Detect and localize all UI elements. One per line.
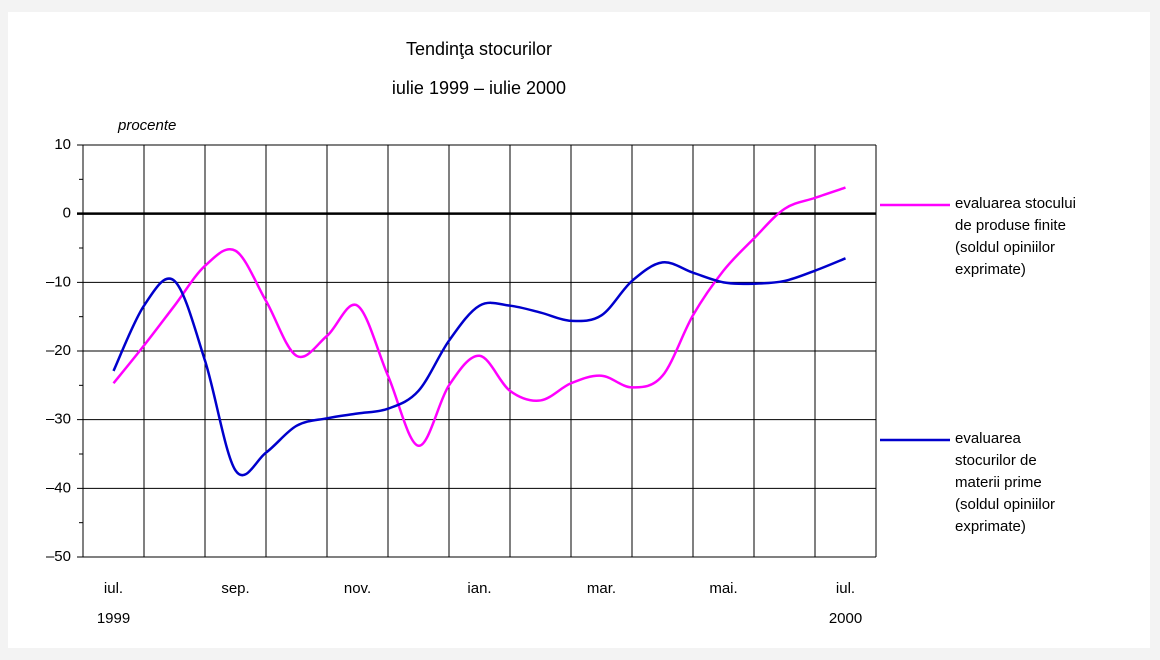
chart-subtitle: iulie 1999 – iulie 2000 xyxy=(392,78,566,98)
x-tick-label: sep. xyxy=(221,580,249,597)
y-tick-label: –30 xyxy=(46,411,71,428)
x-tick-label: iul. xyxy=(836,580,855,597)
x-tick-sublabel: 2000 xyxy=(829,610,862,627)
panel xyxy=(8,12,1150,648)
series-line xyxy=(112,257,846,477)
y-tick-label: –10 xyxy=(46,273,71,290)
y-tick-label: –40 xyxy=(46,479,71,496)
y-tick-label: 0 xyxy=(63,205,71,222)
y-tick-label: –20 xyxy=(46,342,71,359)
x-tick-label: nov. xyxy=(344,580,371,597)
legend-label: evaluarea stocului de produse finite (so… xyxy=(955,195,1076,278)
x-tick-label: iul. xyxy=(104,580,123,597)
y-tick-label: –50 xyxy=(46,548,71,565)
y-tick-label: 10 xyxy=(54,136,71,153)
x-tick-label: mar. xyxy=(587,580,616,597)
y-axis-label: procente xyxy=(117,117,176,134)
legend-label: evaluarea stocurilor de materii prime (s… xyxy=(955,430,1056,535)
x-tick-label: ian. xyxy=(467,580,491,597)
x-tick-label: mai. xyxy=(709,580,737,597)
x-tick-sublabel: 1999 xyxy=(97,610,130,627)
series-line xyxy=(112,186,846,448)
chart-title: Tendinţa stocurilor xyxy=(406,39,552,59)
